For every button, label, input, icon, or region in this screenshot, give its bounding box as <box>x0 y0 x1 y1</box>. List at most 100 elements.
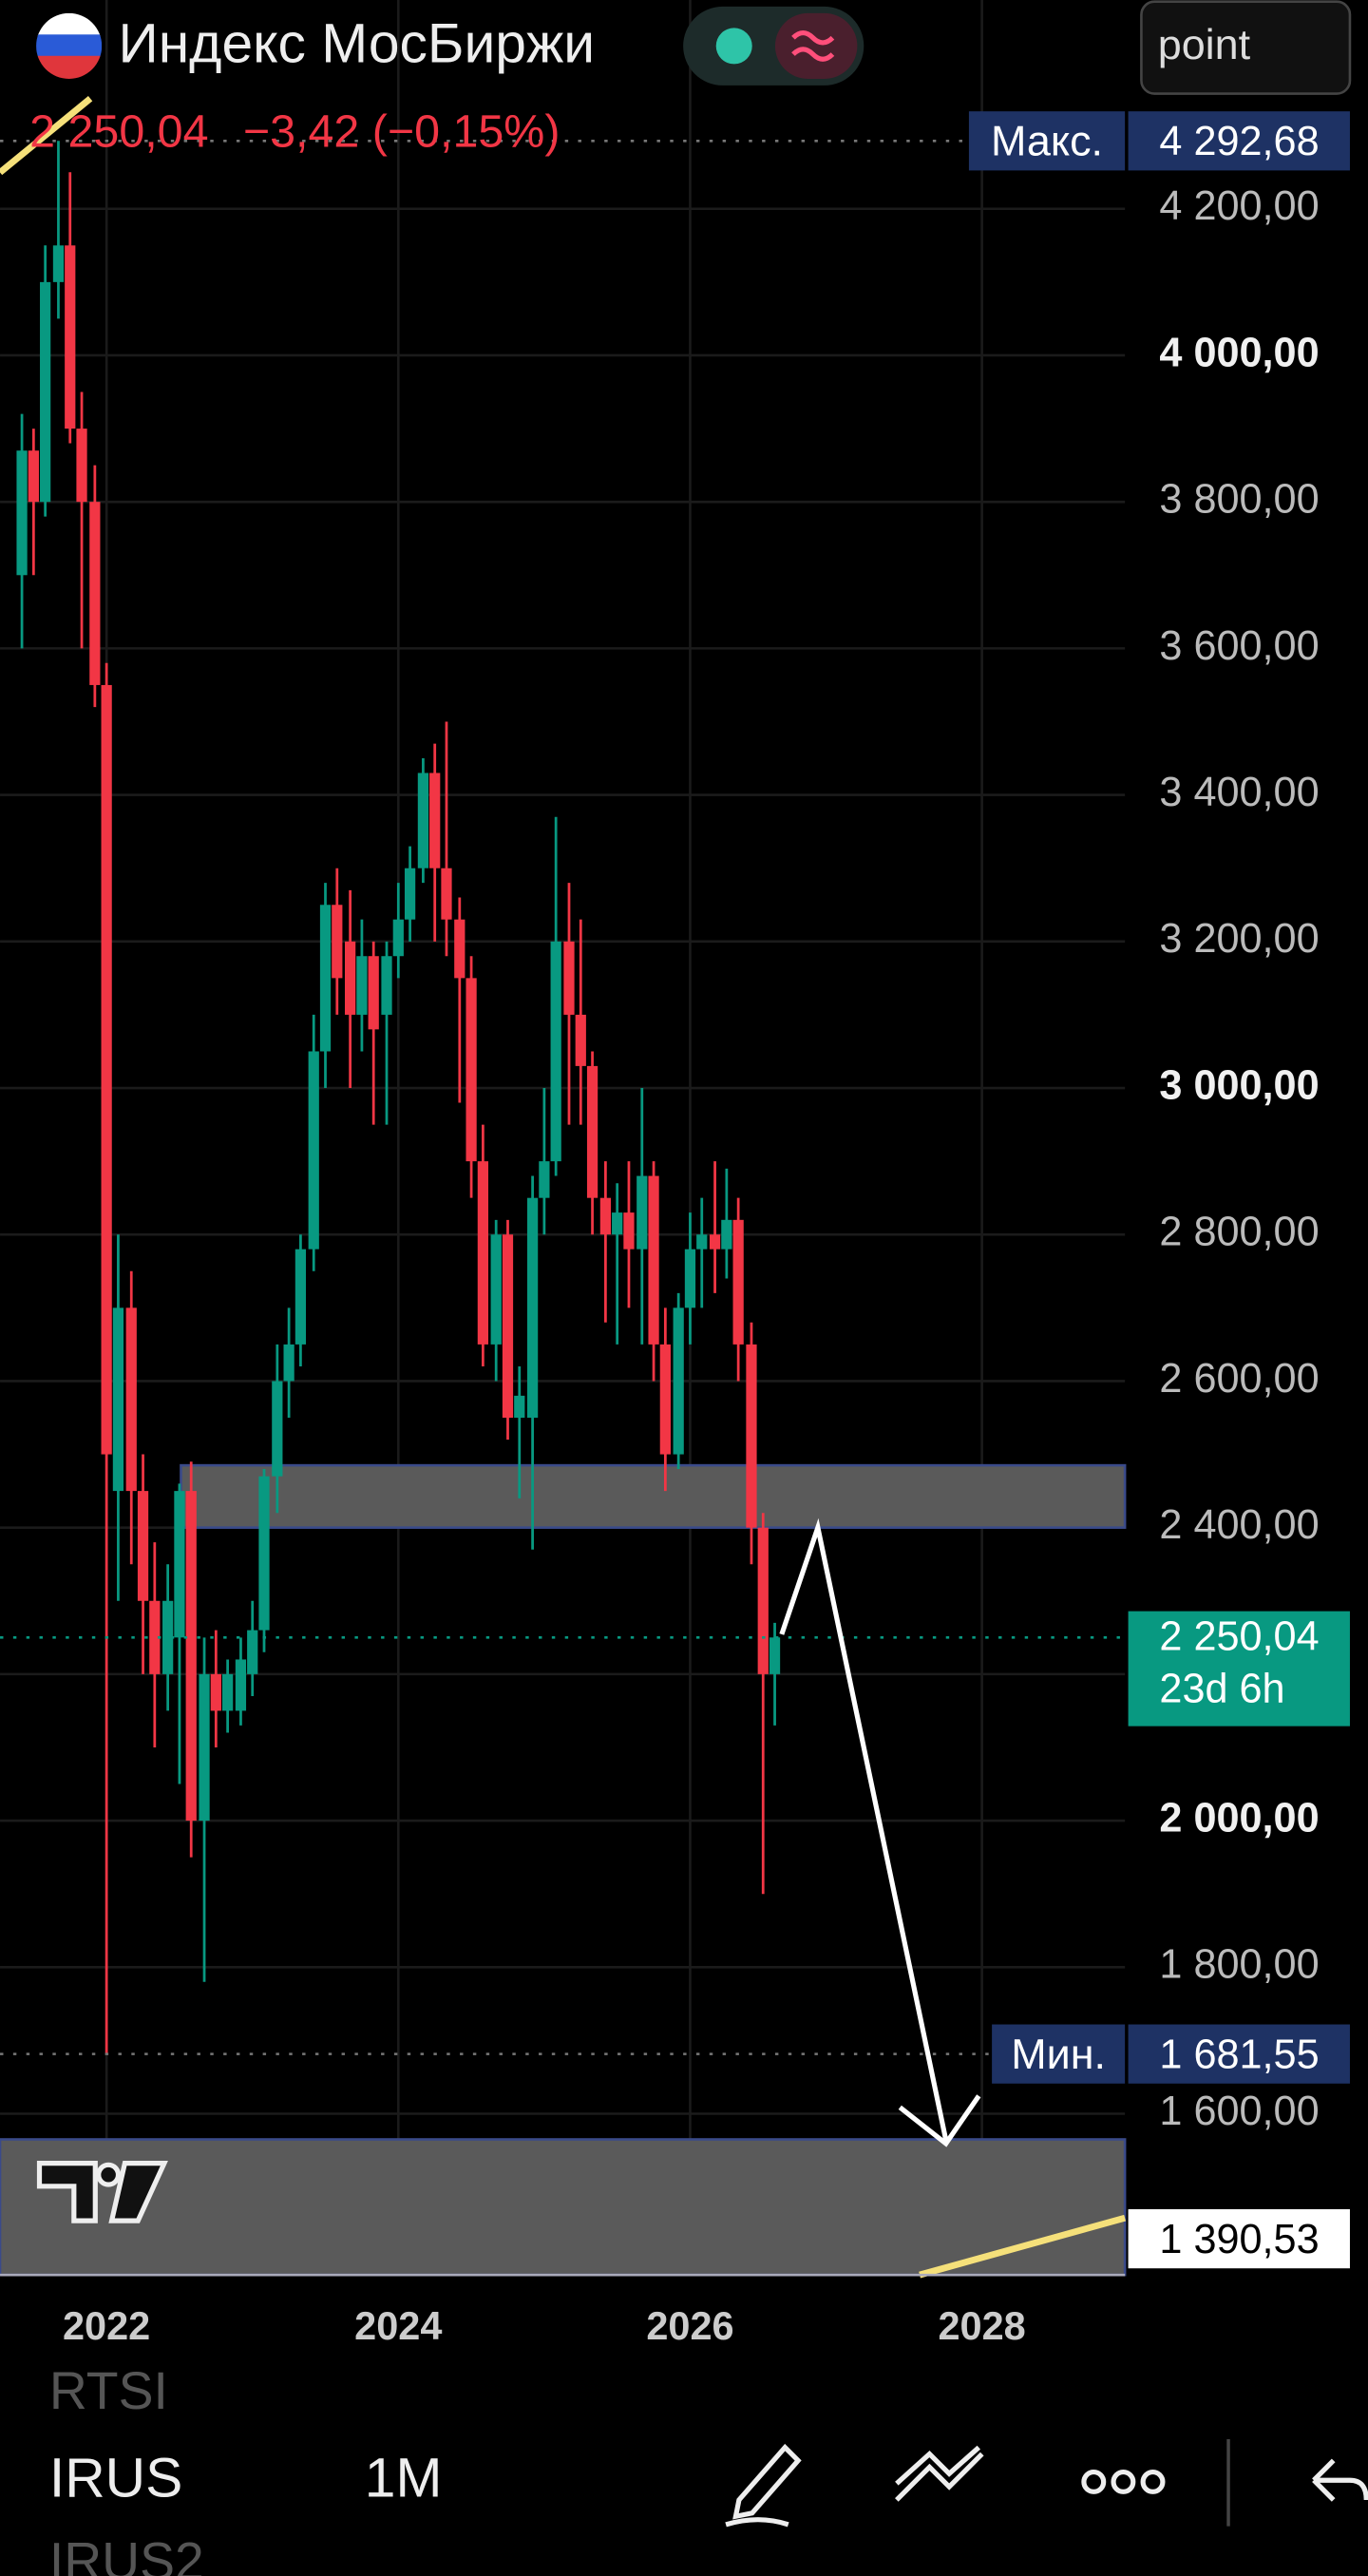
candle-body <box>575 1014 586 1066</box>
candle-body <box>417 773 429 868</box>
candle-body <box>563 941 575 1015</box>
zone <box>180 1463 1127 1529</box>
grid <box>0 0 1126 2276</box>
candle-body <box>52 245 65 282</box>
y-tick-label: 2 000,00 <box>1159 1796 1319 1841</box>
min-value-box <box>1128 2024 1350 2084</box>
trend-line <box>0 96 93 176</box>
candle-body <box>247 1630 258 1674</box>
countdown: 23d 6h <box>1159 1667 1284 1712</box>
y-tick-label: 1 800,00 <box>1159 1942 1319 1988</box>
y-tick-label: 1 600,00 <box>1159 2089 1319 2134</box>
candle-body <box>673 1307 684 1455</box>
max-value-box <box>1128 111 1350 171</box>
candle-body <box>258 1476 270 1631</box>
candle-body <box>404 868 416 920</box>
candle-body <box>466 978 477 1162</box>
scale-mode-box[interactable] <box>1140 0 1352 95</box>
symbol-prev[interactable]: RTSI <box>49 2361 168 2420</box>
candle-body <box>732 1219 744 1345</box>
candle-body <box>112 1307 124 1492</box>
y-tick-label: 3 200,00 <box>1159 916 1319 962</box>
min-value: 1 681,55 <box>1159 2032 1319 2078</box>
x-tick-label: 2022 <box>63 2303 150 2348</box>
candle-body <box>746 1344 757 1528</box>
candle-body <box>648 1175 659 1345</box>
interval[interactable]: 1M <box>365 2447 443 2509</box>
symbol-next[interactable]: IRUS2 <box>49 2532 204 2576</box>
candle-body <box>16 450 28 576</box>
arrow-head <box>898 2094 981 2147</box>
candle-body <box>28 450 39 503</box>
candle-body <box>174 1491 185 1638</box>
status-dot <box>715 28 752 65</box>
candle-body <box>769 1637 781 1674</box>
candle-body <box>356 956 368 1015</box>
max-value: 4 292,68 <box>1159 119 1319 164</box>
candle-body <box>76 429 87 503</box>
candle-body <box>757 1527 769 1674</box>
max-name-box <box>968 111 1126 171</box>
trend-label-box <box>1128 2208 1350 2269</box>
candle-body <box>514 1395 525 1419</box>
candle-body <box>709 1234 721 1250</box>
max-name: Макс. <box>991 117 1103 165</box>
candle-body <box>283 1344 294 1382</box>
min-name: Мин. <box>1011 2030 1106 2078</box>
candle-body <box>210 1673 221 1711</box>
trend-line <box>919 2214 1127 2279</box>
toolbar: RTSI IRUS IRUS2 1M <box>0 2361 1368 2576</box>
candle-body <box>345 941 356 1015</box>
candle-body <box>294 1249 307 1345</box>
pencil-icon[interactable] <box>725 2443 802 2528</box>
header-price: 2 250,04 <box>29 106 208 158</box>
candle-body <box>381 956 392 1015</box>
candle-body <box>526 1197 539 1419</box>
candle-body <box>490 1234 502 1345</box>
symbol-current[interactable]: IRUS <box>49 2447 182 2509</box>
candle-body <box>137 1491 149 1601</box>
y-tick-label: 3 400,00 <box>1159 770 1319 815</box>
candle-body <box>721 1219 732 1250</box>
candles <box>16 141 781 2054</box>
candle-body <box>502 1234 514 1419</box>
candle-body <box>599 1197 612 1235</box>
y-tick-label: 3 800,00 <box>1159 477 1319 523</box>
candle-body <box>539 1161 550 1198</box>
toolbar-bg <box>0 2365 1368 2576</box>
more-icon[interactable] <box>1081 2469 1166 2494</box>
ind-icon <box>791 29 835 62</box>
candle-body <box>659 1344 671 1455</box>
header-change: −3,42 (−0,15%) <box>243 106 560 158</box>
symbol-title: Индекс МосБиржи <box>118 13 595 75</box>
candle-body <box>454 919 466 979</box>
candle-body <box>684 1249 696 1308</box>
lines-icon[interactable] <box>895 2445 984 2502</box>
x-tick-label: 2024 <box>354 2303 442 2348</box>
candle-body <box>65 245 76 429</box>
last-price: 2 250,04 <box>1159 1613 1319 1659</box>
candle-body <box>636 1175 648 1250</box>
y-tick-label: 2 800,00 <box>1159 1210 1319 1255</box>
y-tick-label: 2 600,00 <box>1159 1356 1319 1402</box>
min-name-box <box>992 2024 1126 2084</box>
candle-body <box>429 773 441 868</box>
candle-body <box>332 905 343 979</box>
undo-icon[interactable] <box>1312 2458 1368 2502</box>
candle-body <box>368 956 379 1030</box>
candle-body <box>221 1673 234 1711</box>
candle-body <box>101 684 112 1455</box>
header: Индекс МосБиржи point 2 250,04 −3,42 (−0… <box>29 0 1352 158</box>
candle-body <box>612 1212 623 1235</box>
candle-body <box>550 941 561 1162</box>
trend-label: 1 390,53 <box>1159 2217 1319 2262</box>
y-tick-label: 2 400,00 <box>1159 1502 1319 1548</box>
scale-mode[interactable]: point <box>1158 20 1251 68</box>
y-tick-label: 3 600,00 <box>1159 623 1319 669</box>
overlays: 1 600,001 800,002 000,002 200,002 400,00… <box>0 111 1350 2348</box>
ind-badge <box>774 12 858 79</box>
candle-body <box>319 905 332 1052</box>
y-tick-label: 3 000,00 <box>1159 1062 1319 1108</box>
